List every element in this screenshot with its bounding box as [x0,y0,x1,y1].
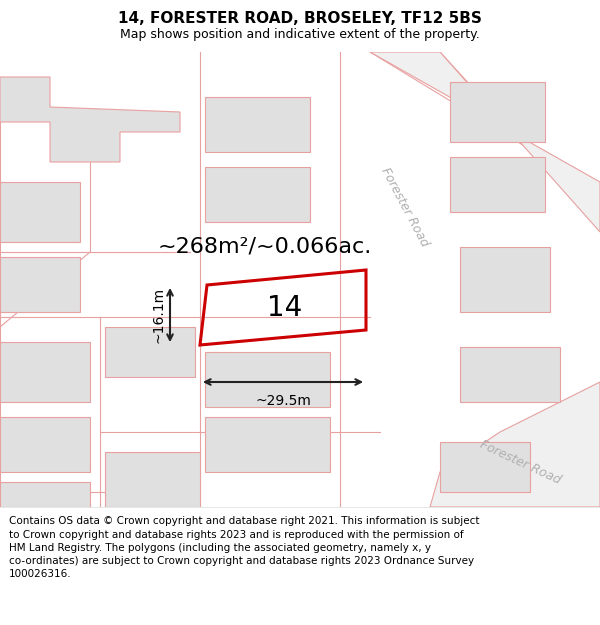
Polygon shape [370,52,600,232]
Polygon shape [105,452,200,507]
Polygon shape [0,182,80,242]
Polygon shape [450,82,545,142]
Polygon shape [205,352,330,407]
Polygon shape [0,342,90,402]
Text: Forester Road: Forester Road [379,165,431,249]
Text: ~268m²/~0.066ac.: ~268m²/~0.066ac. [158,237,372,257]
Text: Contains OS data © Crown copyright and database right 2021. This information is : Contains OS data © Crown copyright and d… [9,516,479,579]
Polygon shape [0,482,90,507]
Polygon shape [205,167,310,222]
Polygon shape [450,157,545,212]
Polygon shape [205,97,310,152]
Text: 14: 14 [267,294,302,321]
Polygon shape [0,417,90,472]
Text: 14, FORESTER ROAD, BROSELEY, TF12 5BS: 14, FORESTER ROAD, BROSELEY, TF12 5BS [118,11,482,26]
Polygon shape [105,327,195,377]
Text: ~16.1m: ~16.1m [151,287,165,343]
Polygon shape [0,77,180,162]
Text: Map shows position and indicative extent of the property.: Map shows position and indicative extent… [120,28,480,41]
Polygon shape [460,347,560,402]
Polygon shape [440,442,530,492]
Text: ~29.5m: ~29.5m [255,394,311,408]
Polygon shape [430,382,600,507]
Polygon shape [205,417,330,472]
Text: Forester Road: Forester Road [478,438,563,486]
Polygon shape [460,247,550,312]
Polygon shape [0,257,80,312]
